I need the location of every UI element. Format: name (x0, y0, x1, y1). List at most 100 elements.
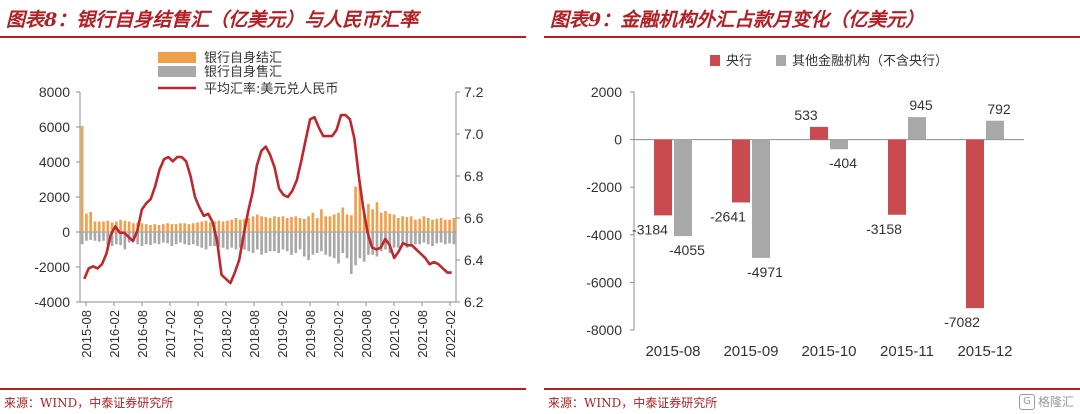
legend-settlement-swatch (158, 52, 196, 63)
y-left-tick-label: 6000 (39, 119, 70, 135)
settlement-bar (277, 217, 281, 232)
settlement-bar (426, 218, 430, 232)
sale-bar (102, 232, 105, 241)
sale-bar (362, 232, 366, 262)
data-label: 792 (987, 101, 1011, 117)
settlement-bar (452, 218, 456, 232)
y-left-tick-label: 8000 (39, 84, 70, 100)
other-institutions-bar (752, 139, 770, 258)
data-label: 533 (794, 107, 818, 123)
sale-bar (358, 232, 362, 259)
x-category-label: 2015-08 (645, 343, 700, 360)
sale-bar (110, 232, 114, 246)
x-tick-label: 2016-02 (107, 310, 122, 358)
settlement-bar (161, 224, 165, 232)
sale-bar (367, 232, 370, 255)
sale-bar (97, 232, 101, 242)
settlement-bar (238, 219, 242, 232)
y-right-tick-label: 7.0 (464, 126, 484, 142)
left-chart-title: 图表8：银行自身结售汇（亿美元）与人民币汇率 (6, 9, 419, 31)
sale-bar (89, 232, 93, 240)
right-chart-panel: 图表9：金融机构外汇占款月变化（亿美元） 2000 0 -2000 -4000 -600… (544, 0, 1080, 414)
settlement-bar (405, 217, 409, 232)
sale-bar (375, 232, 379, 257)
settlement-bar (422, 216, 426, 232)
sale-bar (208, 232, 212, 246)
sale-bar (217, 232, 221, 247)
sale-bar (388, 232, 392, 253)
settlement-bar (294, 216, 298, 232)
y-tick-label: 2000 (591, 84, 622, 100)
sale-bar (320, 232, 323, 252)
y-left-tick-label: -4000 (34, 294, 70, 310)
data-label: -4971 (747, 264, 783, 280)
settlement-bar (140, 223, 144, 232)
settlement-bar (435, 218, 439, 232)
exchange-rate-line (83, 113, 452, 285)
x-category-label: 2015-11 (880, 343, 934, 360)
x-tick-label: 2018-02 (219, 310, 234, 358)
sale-bar (85, 232, 88, 241)
settlement-bar (251, 216, 255, 232)
sale-bar (268, 232, 272, 252)
sale-bar (439, 232, 443, 243)
settlement-bar (379, 212, 383, 232)
sale-bar (414, 232, 417, 245)
settlement-bar (396, 218, 400, 232)
sale-bar (136, 232, 140, 245)
settlement-bar (290, 217, 293, 232)
x-tick-label: 2017-02 (163, 310, 178, 358)
settlement-bar (268, 218, 272, 232)
sale-bar (324, 232, 328, 255)
settlement-bar (315, 218, 319, 232)
sale-bar (302, 232, 306, 257)
data-label: -3158 (866, 221, 902, 237)
settlement-bar (110, 222, 114, 232)
left-chart-source: 来源：WIND，中泰证券研究所 (4, 396, 174, 410)
x-tick-label: 2017-08 (191, 310, 206, 358)
data-label: -3184 (632, 221, 668, 237)
sale-bar (298, 232, 302, 250)
x-tick-label: 2016-08 (135, 310, 150, 358)
settlement-bar (170, 224, 174, 232)
sale-bar (285, 232, 289, 252)
y-tick-label: -2000 (586, 179, 622, 195)
y-tick-label: -4000 (586, 227, 622, 243)
sale-bar (418, 232, 422, 245)
sale-bar (448, 232, 451, 244)
right-chart-title: 图表9：金融机构外汇占款月变化（亿美元） (550, 9, 925, 31)
data-label: -7082 (944, 314, 980, 330)
central-bank-bar (888, 139, 906, 215)
settlement-bar (187, 224, 191, 232)
settlement-bar (89, 211, 93, 232)
settlement-bar (367, 204, 370, 232)
sale-bar (106, 232, 110, 246)
settlement-bar (332, 214, 336, 232)
sale-bar (409, 232, 413, 246)
settlement-bar (157, 225, 161, 232)
sale-bar (204, 232, 208, 250)
settlement-bar (132, 223, 135, 232)
settlement-bar (311, 212, 315, 232)
other-institutions-bar (908, 117, 926, 140)
settlement-bar (123, 220, 127, 232)
sale-bar (144, 232, 148, 245)
settlement-bar (320, 209, 323, 232)
legend-central-bank-label: 央行 (726, 54, 752, 69)
x-tick-label: 2018-08 (247, 310, 262, 358)
sale-bar (119, 232, 122, 246)
settlement-bar (174, 224, 178, 232)
sale-bar (166, 232, 169, 244)
settlement-bar (375, 202, 379, 232)
sale-bar (157, 232, 161, 245)
sale-bar (247, 232, 251, 252)
y-left-tick-label: 0 (62, 224, 70, 240)
central-bank-bar (654, 139, 672, 216)
settlement-bar (217, 220, 221, 232)
sale-bar (251, 232, 255, 253)
sale-bar (226, 232, 229, 250)
settlement-bar (191, 223, 195, 232)
settlement-bar (179, 223, 182, 232)
settlement-bar (153, 224, 157, 232)
settlement-bar (226, 220, 229, 232)
